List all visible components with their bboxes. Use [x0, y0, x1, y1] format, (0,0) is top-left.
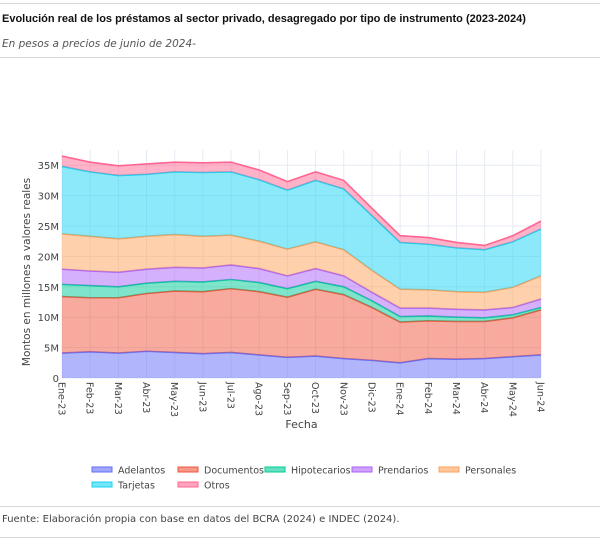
- chart-title: Evolución real de los préstamos al secto…: [2, 13, 526, 25]
- x-tick-label: Oct-23: [309, 382, 320, 414]
- legend-item-hipotecarios[interactable]: Hipotecarios: [264, 466, 351, 477]
- area-hipotecarios: [62, 279, 541, 323]
- x-tick-label: Mar-23: [112, 382, 123, 415]
- x-tick-label: Abr-23: [140, 382, 151, 413]
- x-tick-label: Jun-23: [196, 381, 207, 412]
- x-tick-label: Mar-24: [450, 382, 461, 415]
- x-tick-label: Jul-23: [225, 381, 236, 409]
- x-tick-label: Feb-24: [422, 382, 433, 414]
- area-adelantos: [62, 351, 541, 378]
- x-tick-label: Jun-24: [535, 381, 546, 412]
- chart-subtitle: En pesos a precios de junio de 2024-: [2, 38, 196, 50]
- legend-label: Prendarios: [378, 466, 428, 477]
- legend-swatch: [264, 466, 286, 473]
- x-tick-label: Dic-23: [365, 382, 376, 413]
- legend-label: Adelantos: [118, 466, 165, 477]
- x-tick-label: Ene-23: [56, 382, 67, 415]
- line-tarjetas: [61, 165, 542, 251]
- x-tick-label: May-23: [168, 382, 179, 417]
- legend-label: Personales: [465, 466, 516, 477]
- legend-label: Documentos: [204, 466, 264, 477]
- legend-label: Tarjetas: [117, 481, 155, 492]
- legend-item-otros[interactable]: Otros: [177, 481, 230, 492]
- y-tick-label: 35M: [38, 161, 59, 172]
- y-tick-label: 15M: [38, 283, 59, 294]
- legend-swatch: [91, 481, 113, 488]
- legend-swatch: [438, 466, 460, 473]
- legend-item-documentos[interactable]: Documentos: [177, 466, 264, 477]
- x-tick-label: Feb-23: [84, 382, 95, 414]
- line-otros: [61, 155, 542, 247]
- footer-divider: [0, 506, 600, 507]
- y-tick-label: 30M: [38, 192, 59, 203]
- legend-label: Otros: [204, 481, 230, 492]
- line-prendarios: [61, 264, 542, 311]
- x-tick-label: Abr-24: [478, 382, 489, 413]
- y-tick-label: 20M: [38, 252, 59, 263]
- legend-label: Hipotecarios: [291, 466, 351, 477]
- legend-item-tarjetas[interactable]: Tarjetas: [91, 481, 155, 492]
- area-prendarios: [62, 264, 541, 318]
- x-axis-title: Fecha: [285, 418, 317, 431]
- area-tarjetas: [62, 166, 541, 293]
- y-axis-title: Montos en millones a valores reales: [21, 178, 33, 366]
- legend-swatch: [351, 466, 373, 473]
- area-documentos: [62, 288, 541, 363]
- x-tick-label: Nov-23: [337, 382, 348, 416]
- legend-swatch: [91, 466, 113, 473]
- source-note: Fuente: Elaboración propia con base en d…: [2, 514, 400, 525]
- legend-swatch: [177, 481, 199, 488]
- y-tick-label: 25M: [38, 222, 59, 233]
- x-tick-label: May-24: [506, 382, 517, 417]
- bottom-divider: [0, 537, 600, 538]
- legend-item-adelantos[interactable]: Adelantos: [91, 466, 165, 477]
- legend-swatch: [177, 466, 199, 473]
- x-tick-label: Ago-23: [253, 382, 264, 416]
- legend-item-prendarios[interactable]: Prendarios: [351, 466, 428, 477]
- y-tick-label: 5M: [44, 344, 59, 355]
- y-tick-label: 0: [53, 374, 59, 385]
- top-divider: [0, 3, 600, 4]
- y-tick-label: 10M: [38, 313, 59, 324]
- stacked-area-chart: 0 5M 10M 15M 20M 25M 30M 35M Ene-23 Feb-23 Mar-23 A…: [21, 150, 546, 492]
- area-personales: [62, 233, 541, 310]
- x-tick-label: Sep-23: [281, 382, 292, 415]
- x-tick-label: Ene-24: [394, 382, 405, 415]
- header-divider: [0, 57, 600, 58]
- legend-item-personales[interactable]: Personales: [438, 466, 516, 477]
